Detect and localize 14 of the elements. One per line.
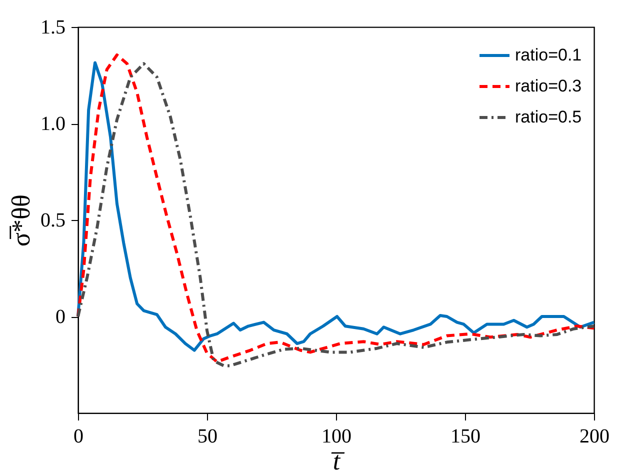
legend-label: ratio=0.3: [515, 76, 582, 96]
x-axis-title: t̅: [330, 446, 345, 471]
y-tick-label: 1.5: [40, 16, 66, 38]
y-tick-label: 0: [56, 306, 66, 328]
y-tick-label: 1.0: [40, 113, 66, 135]
x-tick-label: 100: [322, 426, 352, 448]
legend-label: ratio=0.1: [515, 46, 582, 64]
y-tick-label: 0.5: [40, 210, 66, 232]
x-tick-label: 200: [580, 426, 610, 448]
x-tick-label: 0: [74, 426, 84, 448]
y-axis-title: σ̅*θθ: [6, 194, 36, 246]
x-tick-label: 150: [450, 426, 480, 448]
x-tick-label: 50: [198, 426, 218, 448]
legend-label: ratio=0.5: [515, 108, 582, 126]
